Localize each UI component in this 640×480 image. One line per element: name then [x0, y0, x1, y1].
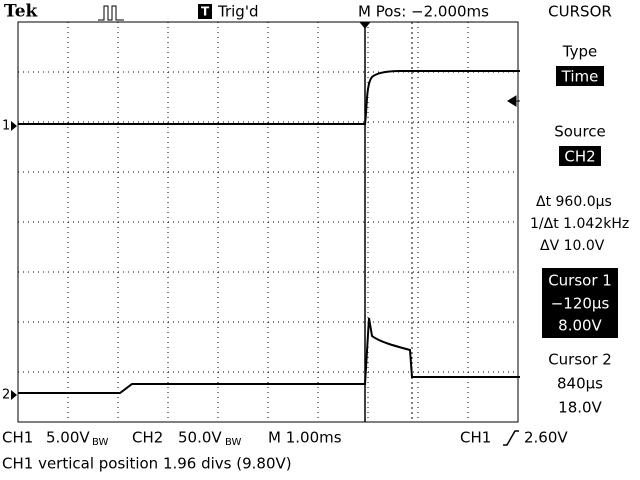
ch1-bw: BW [92, 437, 109, 448]
ch1-marker-arrow [11, 121, 17, 131]
trigger-source: CH1 [460, 429, 491, 447]
source-value-box [559, 146, 601, 166]
acquire-icon [98, 5, 124, 21]
trigger-position-marker [358, 21, 372, 36]
menu-title: CURSOR [548, 3, 612, 21]
ch2-marker-arrow [11, 390, 17, 400]
trigger-status: Trig'd [217, 3, 258, 21]
trigger-icon [198, 4, 212, 19]
source-label: Source [554, 123, 606, 141]
ch2-bw: BW [225, 437, 242, 448]
cursor-1-label: Cursor 1 [548, 272, 612, 290]
ch2-waveform [18, 317, 520, 394]
timebase: M 1.00ms [268, 429, 342, 447]
brand: Tek [4, 2, 39, 22]
ch1-marker: 1 [2, 119, 10, 134]
type-value: Time [561, 68, 599, 86]
ch2-name: CH2 [132, 429, 163, 447]
cursor-1-box [542, 268, 618, 338]
graticule [17, 21, 519, 423]
message: CH1 vertical position 1.96 divs (9.80V) [2, 455, 292, 473]
ch1-name: CH1 [2, 429, 33, 447]
ch1-scale: 5.00V [46, 429, 90, 447]
trigger-level: 2.60V [524, 429, 568, 447]
time-position: M Pos: −2.000ms [358, 3, 489, 21]
inverse-delta-t: 1/Δt 1.042kHz [530, 216, 629, 232]
type-value-box [556, 66, 604, 86]
delta-t: Δt 960.0µs [536, 194, 612, 210]
source-value: CH2 [564, 148, 595, 166]
ch2-marker: 2 [2, 388, 10, 403]
cursor-1-voltage: 8.00V [558, 317, 602, 335]
cursor-2-voltage: 18.0V [558, 399, 602, 417]
cursor-1-time: −120µs [551, 295, 610, 313]
trigger-level-marker [507, 95, 520, 107]
ch2-scale: 50.0V [178, 429, 222, 447]
cursor-2-time: 840µs [557, 375, 603, 393]
trigger-slope [503, 430, 519, 446]
ch1-waveform [18, 70, 520, 125]
trigger-icon-letter: T [201, 5, 210, 19]
type-label: Type [562, 43, 597, 61]
cursor-2-label: Cursor 2 [548, 351, 612, 369]
delta-v: ΔV 10.0V [540, 238, 605, 254]
